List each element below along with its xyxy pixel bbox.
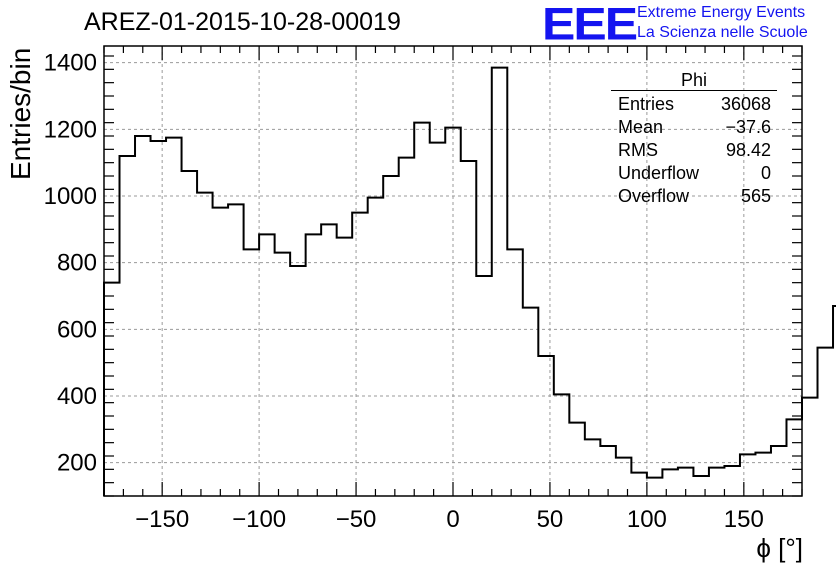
stats-label: Overflow xyxy=(618,186,690,206)
stats-value: 565 xyxy=(740,186,771,206)
histogram-bin xyxy=(647,478,663,496)
histogram-bin xyxy=(383,176,399,496)
grid-lines xyxy=(104,46,802,496)
histogram-bin xyxy=(585,439,601,496)
histogram-bin xyxy=(507,249,523,496)
stats-title: Phi xyxy=(611,70,777,91)
x-tick-label: 150 xyxy=(724,506,764,533)
histogram-bin xyxy=(569,423,585,496)
histogram-bin xyxy=(662,469,678,496)
histogram-bin xyxy=(399,158,415,496)
histogram-bin xyxy=(786,419,802,496)
x-axis-label: ϕ [°] xyxy=(756,533,803,563)
histogram-bin xyxy=(275,253,291,496)
stats-label: Underflow xyxy=(618,163,700,183)
histogram-bin xyxy=(554,394,570,496)
histogram-bin xyxy=(693,476,709,496)
histogram-bin xyxy=(709,468,725,496)
logo-text: Extreme Energy Events La Scienza nelle S… xyxy=(637,3,808,43)
histogram-bin xyxy=(616,458,632,496)
histogram-bin xyxy=(771,446,787,496)
y-tick-label: 800 xyxy=(57,250,97,277)
x-tick-label: −100 xyxy=(232,506,286,533)
stats-label: RMS xyxy=(618,140,658,160)
stats-row-mean: Mean −37.6 xyxy=(611,116,777,139)
stats-row-entries: Entries 36068 xyxy=(611,93,777,116)
stats-value: 0 xyxy=(760,163,771,183)
histogram-bin xyxy=(631,473,647,496)
eee-logo: EEE xyxy=(542,0,638,50)
histogram-bin xyxy=(321,224,337,496)
histogram-bin xyxy=(337,238,353,496)
logo-line-2: La Scienza nelle Scuole xyxy=(637,24,808,41)
histogram-bin xyxy=(802,398,818,496)
y-tick-label: 400 xyxy=(57,383,97,410)
histogram-bin xyxy=(368,198,384,496)
histogram-bin xyxy=(538,356,554,496)
y-tick-label: 600 xyxy=(57,316,97,343)
stats-value: −37.6 xyxy=(725,117,771,137)
histogram-bin xyxy=(120,156,136,496)
histogram-bin xyxy=(182,171,198,496)
histogram-bin xyxy=(414,123,430,496)
histogram-bin xyxy=(166,138,182,496)
histogram-bin xyxy=(724,466,740,496)
y-tick-label: 1000 xyxy=(44,183,97,210)
x-tick-label: −150 xyxy=(135,506,189,533)
stats-label: Entries xyxy=(618,94,675,114)
x-tick-label: 50 xyxy=(537,506,564,533)
stats-box: Phi Entries 36068 Mean −37.6 RMS 98.42 U… xyxy=(611,70,777,208)
histogram-bin xyxy=(259,234,275,496)
y-tick-labels: 200 400 600 800 1000 1200 1400 xyxy=(44,50,97,477)
y-axis-label-text: Entries/bin xyxy=(5,47,36,180)
y-tick-label: 200 xyxy=(57,450,97,477)
histogram-bin xyxy=(306,234,322,496)
histogram-bin xyxy=(523,308,539,496)
chart-title: AREZ-01-2015-10-28-00019 xyxy=(84,8,401,36)
histogram-bin xyxy=(228,204,244,496)
stats-label: Mean xyxy=(618,117,664,137)
histogram-bin xyxy=(461,161,477,496)
x-tick-labels: −150 −100 −50 0 50 100 150 xyxy=(135,506,764,533)
x-tick-label: 0 xyxy=(446,506,459,533)
axis-ticks xyxy=(103,46,803,497)
histogram-bin xyxy=(818,348,834,496)
histogram-bin xyxy=(492,68,508,496)
histogram-outline xyxy=(103,66,836,496)
y-axis-label: Entries/bin xyxy=(5,48,37,180)
x-tick-label: −50 xyxy=(336,506,377,533)
stats-row-rms: RMS 98.42 xyxy=(611,139,777,162)
histogram-bin xyxy=(213,208,229,496)
histogram-bin xyxy=(290,266,306,496)
histogram-bin xyxy=(135,136,151,496)
y-tick-label: 1400 xyxy=(44,50,97,77)
histogram-bin xyxy=(740,454,756,496)
stats-value: 36068 xyxy=(720,94,771,114)
histogram-bin xyxy=(352,213,368,496)
x-tick-label: 100 xyxy=(627,506,667,533)
stats-value: 98.42 xyxy=(725,140,771,160)
histogram-bin xyxy=(197,193,213,496)
histogram-bin xyxy=(151,141,167,496)
histogram-bin xyxy=(600,446,616,496)
stats-row-underflow: Underflow 0 xyxy=(611,162,777,185)
histogram-bin xyxy=(244,249,260,496)
stats-row-overflow: Overflow 565 xyxy=(611,185,777,208)
logo-line-1: Extreme Energy Events xyxy=(637,4,806,21)
y-tick-label: 1200 xyxy=(44,116,97,143)
